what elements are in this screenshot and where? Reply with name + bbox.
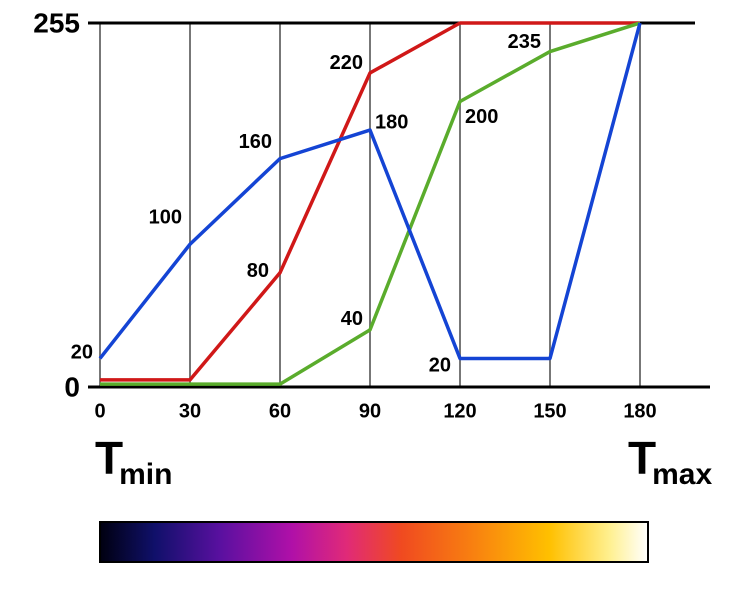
data-label: 220 (330, 52, 363, 74)
x-tick-label: 180 (623, 400, 656, 422)
annotation-text: T (628, 432, 656, 484)
lines (98, 21, 642, 386)
annotation: Tmin (95, 432, 172, 491)
data-label: 235 (508, 31, 541, 53)
x-tick-label: 0 (94, 400, 105, 422)
color-bar (99, 521, 649, 563)
x-tick-label: 30 (179, 400, 201, 422)
data-label: 160 (239, 131, 272, 153)
data-label: 20 (429, 355, 451, 377)
annotation-subscript: min (119, 458, 172, 491)
series-line (98, 22, 642, 361)
y-tick-label: 255 (33, 7, 80, 38)
data-label: 200 (465, 106, 498, 128)
data-label: 20 (71, 342, 93, 364)
series-line (100, 21, 641, 386)
annotation-text: T (95, 432, 123, 484)
data-label: 100 (149, 207, 182, 229)
x-tick-label: 60 (269, 400, 291, 422)
y-tick-label: 0 (64, 371, 80, 402)
labels: 0 30 60 90 120 150 180 0 255 20 100 160 180 20 80 220 40… (33, 7, 712, 491)
data-label: 180 (375, 111, 408, 133)
x-tick-label: 90 (359, 400, 381, 422)
annotation-subscript: max (652, 458, 712, 491)
data-label: 80 (247, 260, 269, 282)
x-tick-label: 120 (443, 400, 476, 422)
series-line (100, 21, 640, 382)
data-label: 40 (341, 308, 363, 330)
annotation: Tmax (628, 432, 712, 491)
x-tick-label: 150 (533, 400, 566, 422)
